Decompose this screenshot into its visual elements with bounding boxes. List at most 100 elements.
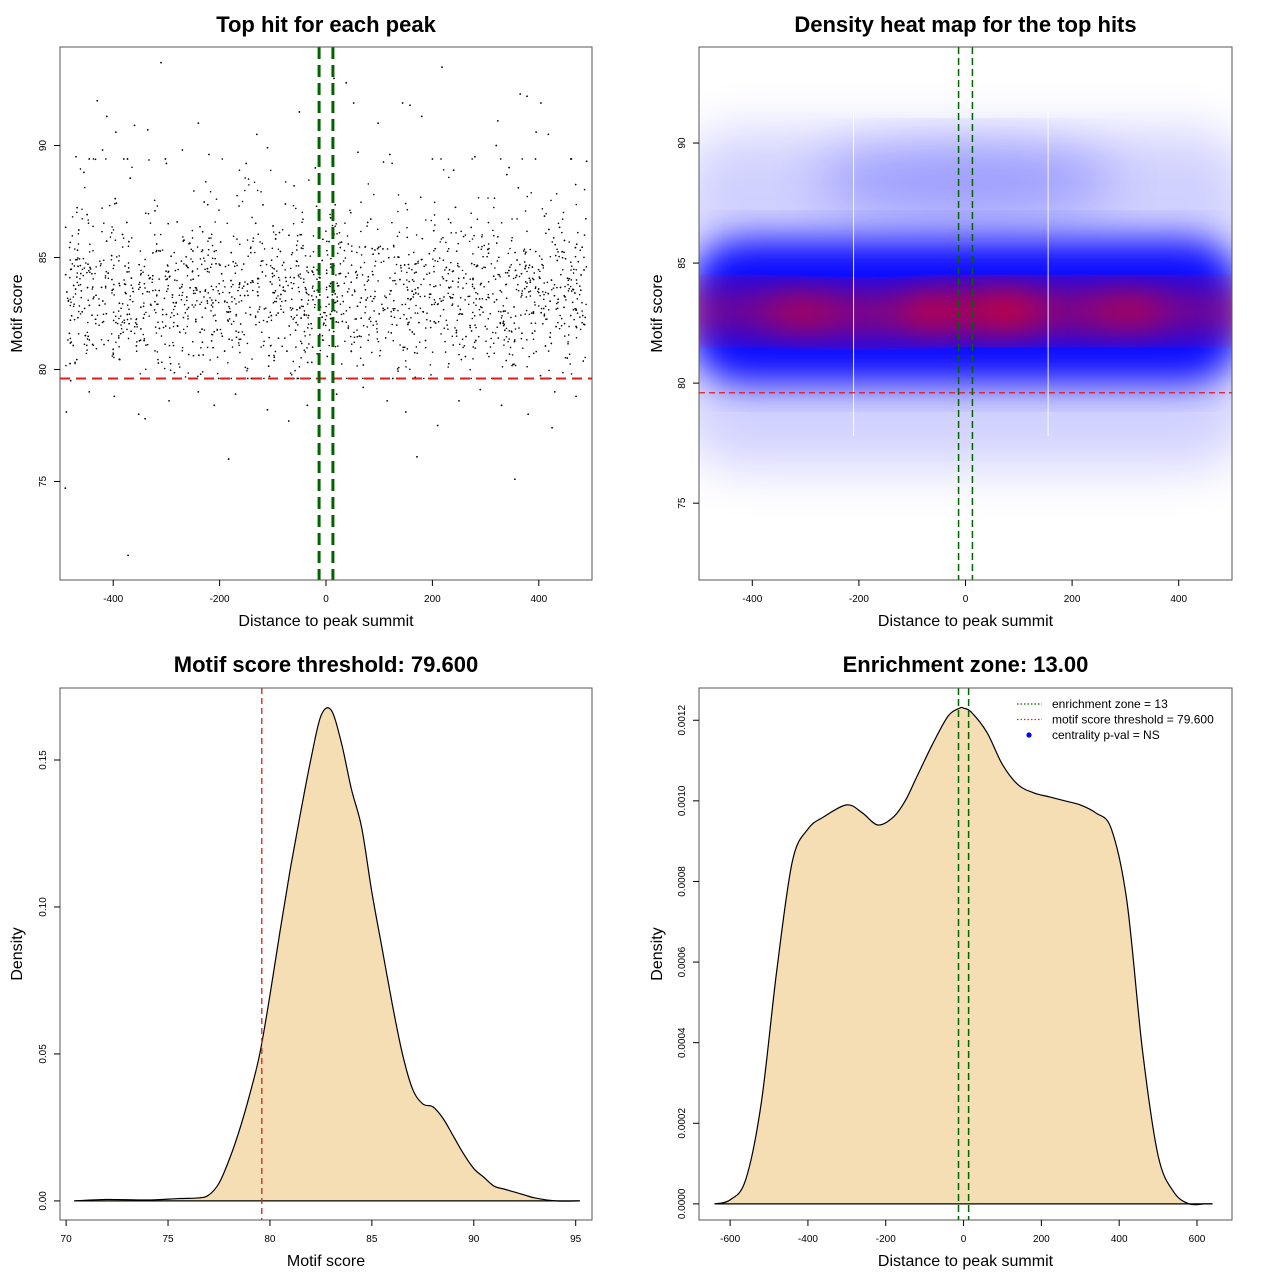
data-point — [484, 325, 487, 328]
data-point — [509, 266, 511, 268]
data-point — [481, 234, 483, 236]
data-point — [406, 226, 408, 229]
data-point — [530, 322, 533, 325]
data-point — [498, 274, 501, 276]
data-point — [450, 261, 452, 264]
data-point — [563, 251, 565, 254]
plot-frame — [59, 687, 593, 1221]
data-point — [233, 297, 236, 300]
data-point — [363, 284, 366, 286]
data-point — [380, 261, 383, 264]
data-point — [353, 341, 356, 344]
data-point — [216, 328, 218, 331]
data-point — [407, 323, 409, 326]
data-point — [395, 324, 398, 326]
data-point — [215, 249, 217, 252]
data-point — [140, 306, 142, 308]
data-point — [161, 313, 164, 316]
data-point — [187, 353, 190, 356]
data-point — [377, 340, 380, 343]
data-point — [388, 153, 391, 156]
data-point — [168, 356, 171, 359]
data-point — [104, 277, 107, 279]
data-point — [513, 340, 516, 343]
x-axis: -400 -200 0 200 400 — [742, 580, 1187, 605]
data-point — [410, 298, 412, 300]
data-point — [525, 296, 528, 298]
data-point — [377, 122, 380, 125]
data-point — [461, 338, 464, 341]
data-point — [206, 267, 209, 270]
data-point — [214, 257, 216, 260]
data-point — [406, 208, 409, 211]
data-point — [300, 277, 302, 280]
data-point — [473, 341, 476, 344]
data-point — [151, 281, 153, 284]
data-point — [323, 322, 325, 324]
data-point — [87, 299, 89, 302]
x-tick-label: 70 — [61, 1234, 73, 1245]
data-point — [169, 362, 172, 365]
data-point — [181, 283, 184, 286]
data-point — [351, 250, 353, 253]
data-point — [523, 261, 526, 263]
data-point — [564, 257, 567, 260]
data-point — [206, 346, 209, 349]
data-point — [295, 346, 297, 348]
data-point — [502, 304, 505, 307]
data-point — [176, 221, 178, 223]
data-point — [239, 351, 241, 354]
data-point — [541, 258, 543, 260]
data-point — [244, 366, 247, 369]
data-point — [457, 281, 460, 283]
data-point — [465, 335, 467, 338]
data-point — [434, 322, 437, 324]
data-point — [228, 318, 231, 320]
data-point — [311, 346, 314, 349]
data-point — [525, 264, 527, 267]
data-point — [263, 248, 266, 250]
data-point — [111, 278, 113, 281]
data-point — [378, 313, 380, 315]
data-point — [579, 285, 581, 287]
data-point — [454, 327, 456, 329]
data-point — [510, 330, 513, 333]
data-point — [127, 262, 130, 264]
data-point — [403, 346, 406, 349]
data-point — [414, 288, 416, 291]
data-point — [305, 288, 307, 291]
data-point — [81, 208, 83, 211]
data-point — [247, 178, 250, 180]
data-point — [507, 312, 509, 314]
data-point — [95, 322, 97, 325]
x-tick-label: 95 — [570, 1234, 582, 1245]
data-point — [581, 314, 584, 317]
data-point — [483, 285, 485, 288]
data-point — [553, 283, 556, 286]
data-point — [325, 305, 327, 308]
data-point — [250, 246, 252, 248]
data-point — [529, 279, 532, 281]
data-point — [271, 275, 274, 278]
data-point — [366, 225, 368, 227]
data-point — [254, 222, 257, 225]
data-point — [513, 478, 516, 481]
data-point — [549, 332, 552, 334]
data-point — [408, 321, 410, 324]
data-point — [235, 336, 238, 339]
data-point — [547, 133, 550, 136]
data-point — [467, 295, 469, 298]
data-point — [340, 241, 343, 243]
data-point — [127, 267, 130, 269]
data-point — [471, 238, 474, 240]
data-point — [128, 322, 130, 325]
data-point — [204, 290, 207, 292]
data-point — [553, 390, 556, 393]
data-point — [359, 346, 362, 348]
data-point — [201, 249, 204, 251]
data-point — [325, 272, 328, 275]
data-point — [554, 243, 557, 246]
data-point — [121, 246, 124, 248]
data-point — [364, 306, 367, 308]
data-point — [195, 318, 197, 321]
